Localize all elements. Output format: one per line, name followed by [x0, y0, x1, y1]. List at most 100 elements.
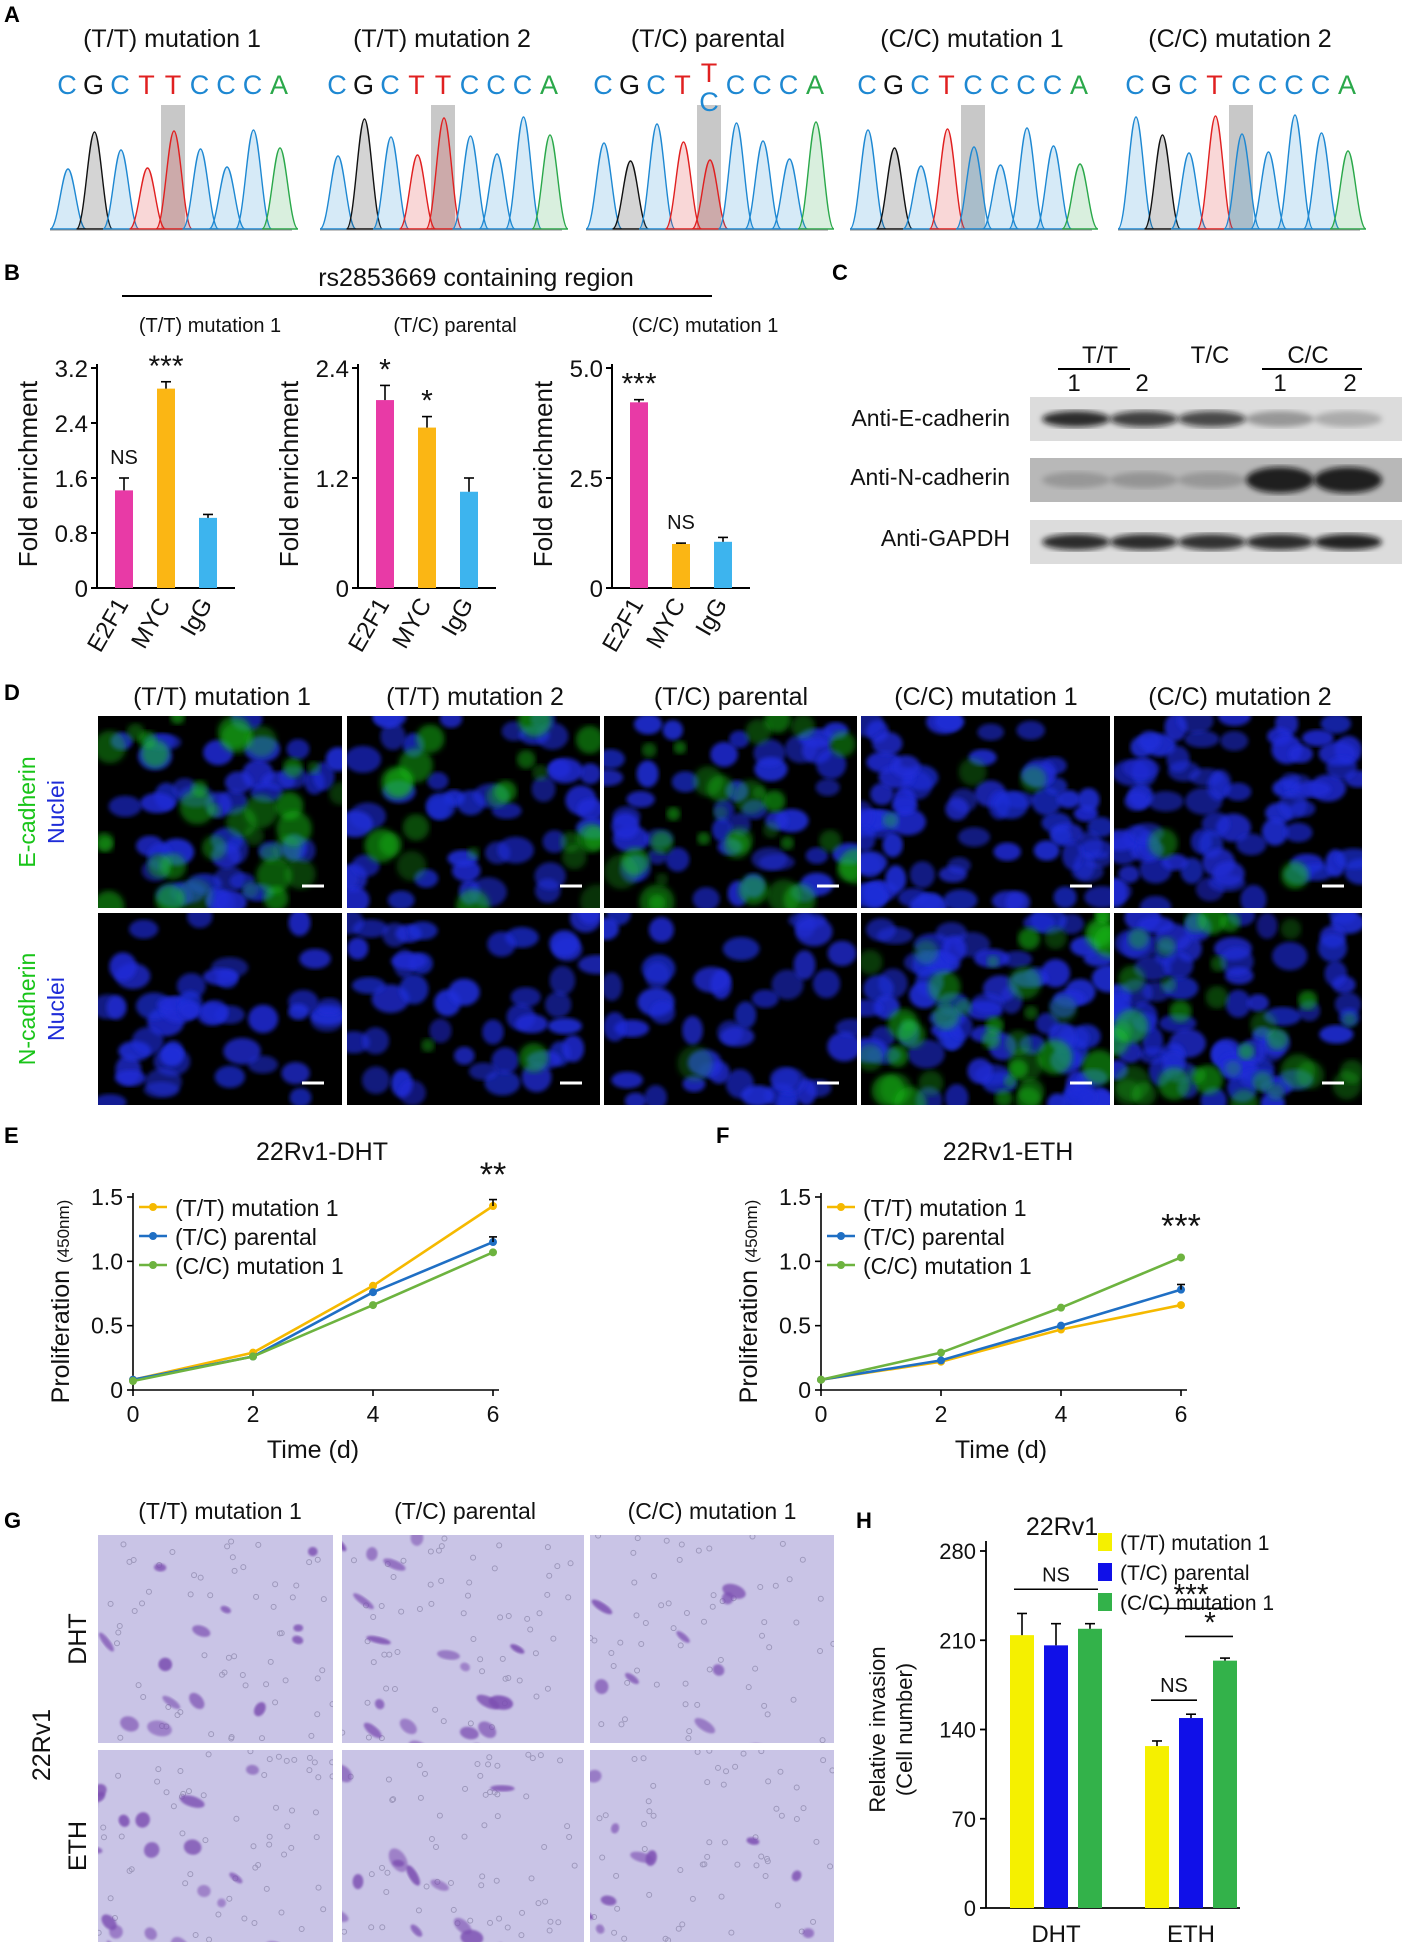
- base-letter: G: [1151, 70, 1172, 100]
- panel-label-e: E: [4, 1123, 19, 1148]
- nucleus: [827, 1031, 857, 1062]
- pore: [378, 1602, 385, 1609]
- nucleus: [578, 913, 600, 925]
- base-letter: C: [243, 70, 263, 100]
- pore: [532, 1650, 539, 1657]
- pore: [618, 1721, 625, 1728]
- nucleus: [889, 808, 926, 836]
- nucleus: [722, 937, 760, 961]
- pore: [596, 1815, 603, 1822]
- invaded-cell: [80, 1910, 94, 1919]
- significance-mark: ***: [1161, 1207, 1201, 1245]
- legend-swatch-dot: [837, 1261, 845, 1269]
- y-axis-label: Proliferation (450nm): [47, 1200, 75, 1404]
- nucleus: [1272, 941, 1308, 971]
- green-signal: [177, 878, 214, 908]
- pore: [170, 1803, 177, 1810]
- green-signal: [1093, 925, 1110, 958]
- invaded-cell: [307, 1546, 318, 1557]
- invaded-cell: [267, 1466, 283, 1482]
- pore: [790, 1696, 797, 1703]
- panel-label-h: H: [856, 1508, 872, 1533]
- base-letter: C: [1284, 70, 1304, 100]
- trace-peak: [234, 129, 273, 230]
- nucleus: [159, 1045, 184, 1067]
- invaded-cell: [98, 1632, 114, 1652]
- pore: [100, 1834, 107, 1841]
- nucleus: [1091, 964, 1110, 993]
- pore: [107, 1600, 114, 1607]
- base-letter: A: [540, 70, 558, 100]
- y-axis-label-unit: (450nm): [742, 1200, 761, 1263]
- green-signal: [242, 881, 259, 899]
- pore: [225, 1654, 232, 1661]
- blot-strip: [1030, 458, 1402, 502]
- series-point: [937, 1356, 945, 1365]
- pore: [114, 1640, 121, 1647]
- pore: [523, 1793, 530, 1800]
- pore: [306, 1754, 313, 1761]
- pore: [717, 1656, 724, 1663]
- blot-strip: [1030, 397, 1402, 441]
- pore: [721, 1839, 728, 1846]
- green-signal: [155, 884, 185, 908]
- green-signal: [575, 725, 600, 754]
- pore: [544, 1685, 551, 1692]
- y-tick-label: 280: [939, 1539, 976, 1564]
- green-signal: [416, 724, 445, 753]
- invaded-cell: [36, 1454, 58, 1475]
- pore: [255, 1541, 262, 1548]
- nucleus: [1122, 758, 1160, 779]
- nucleus: [1220, 946, 1254, 976]
- invaded-cell: [459, 1726, 479, 1740]
- green-signal: [707, 775, 735, 802]
- base-letter: C: [110, 70, 130, 100]
- invaded-cell: [120, 1716, 139, 1732]
- pore: [554, 1563, 561, 1570]
- pore: [640, 1755, 647, 1762]
- green-signal: [519, 1043, 549, 1073]
- pore: [777, 1768, 784, 1775]
- series-point: [369, 1301, 377, 1310]
- y-tick-label: 0: [75, 576, 88, 603]
- pore: [477, 1772, 484, 1779]
- trace-peak: [1034, 145, 1073, 230]
- nucleus: [1166, 745, 1190, 773]
- base-letter: C: [327, 70, 347, 100]
- pore: [266, 1841, 273, 1848]
- green-signal: [328, 782, 342, 805]
- blot-band: [1246, 534, 1314, 550]
- pore: [270, 1603, 277, 1610]
- pore: [250, 1843, 257, 1850]
- category-label: IgG: [690, 594, 733, 641]
- nucleus: [604, 769, 624, 786]
- legend-swatch: [1098, 1593, 1112, 1611]
- if-image: [98, 716, 342, 908]
- green-signal: [583, 826, 600, 850]
- nucleus: [1084, 886, 1110, 908]
- green-signal: [1280, 1054, 1316, 1089]
- pore: [547, 1918, 554, 1925]
- pore: [314, 1556, 321, 1563]
- green-signal: [126, 723, 145, 742]
- nucleus: [909, 894, 948, 908]
- nucleus: [347, 745, 382, 773]
- pore: [499, 1655, 506, 1662]
- invaded-cell: [220, 1605, 232, 1614]
- pore: [298, 1926, 305, 1933]
- if-image: [861, 716, 1110, 908]
- pore: [502, 1675, 509, 1682]
- base-letter: C: [779, 70, 799, 100]
- base-letter: C: [1043, 70, 1063, 100]
- nucleus: [491, 1047, 519, 1074]
- trace-peak: [1276, 114, 1314, 230]
- cell-line-label: 22Rv1: [28, 1709, 56, 1781]
- trace-peak: [1008, 127, 1046, 230]
- green-signal: [790, 716, 815, 739]
- y-tick-label: 140: [939, 1718, 976, 1743]
- green-signal: [697, 831, 711, 846]
- if-image: [604, 913, 857, 1105]
- green-signal: [532, 764, 549, 781]
- nucleus: [650, 1000, 676, 1025]
- pore: [677, 1867, 684, 1874]
